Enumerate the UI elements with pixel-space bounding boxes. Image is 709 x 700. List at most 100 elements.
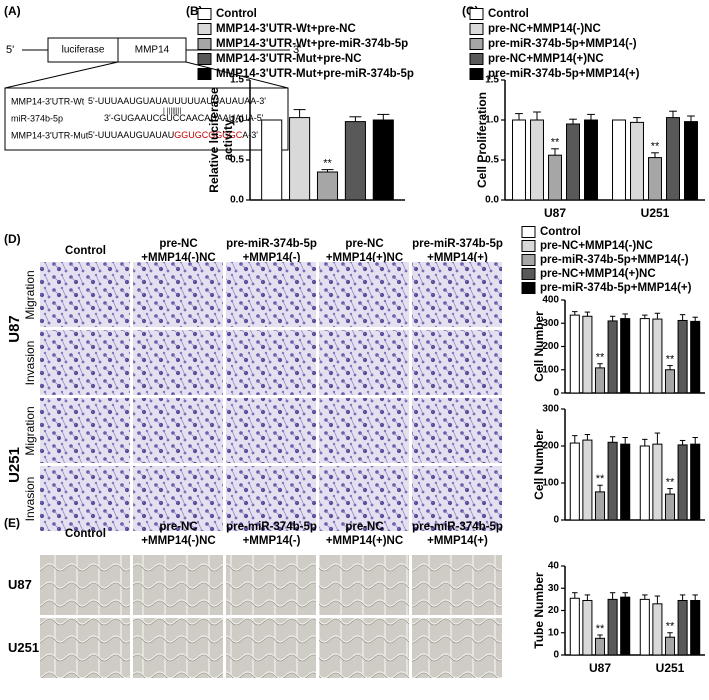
micrograph <box>319 618 409 678</box>
y-tick-label: 100 <box>542 478 559 489</box>
legend-swatch <box>521 240 536 252</box>
bar <box>530 119 544 201</box>
bar <box>652 603 663 656</box>
micrograph <box>133 466 223 531</box>
significance: ** <box>666 476 675 488</box>
legend-swatch <box>469 8 484 20</box>
legend-swatch <box>469 53 484 65</box>
y-tick-label: 300 <box>542 404 559 415</box>
column-header: +MMP14(+)NC <box>326 535 403 547</box>
x-tick-label: U87 <box>544 206 566 220</box>
micrograph <box>133 330 223 395</box>
bar <box>652 318 663 394</box>
bar <box>620 443 631 521</box>
bar <box>639 598 650 656</box>
sequence: 5'-UUUAAUGUAUAUUUUUAUUAUAUAA-3' <box>88 96 266 106</box>
y-tick-label: 30 <box>548 583 560 594</box>
bar <box>344 121 366 201</box>
y-tick-label: 1.5 <box>485 75 499 86</box>
bar <box>690 599 701 656</box>
sequence-box <box>4 87 289 151</box>
legend-swatch <box>197 8 212 20</box>
y-tick-label: 0.0 <box>485 195 499 206</box>
micrograph <box>40 398 130 463</box>
bar <box>607 320 618 394</box>
bar <box>582 315 593 394</box>
five-prime: 5' <box>6 44 14 56</box>
significance: ** <box>651 141 660 153</box>
bar <box>316 171 339 201</box>
y-tick-label: 10 <box>548 627 560 638</box>
micrograph <box>40 262 130 327</box>
significance: ** <box>596 473 605 485</box>
micrograph <box>133 262 223 327</box>
micrograph <box>319 262 409 327</box>
y-tick-label: 300 <box>542 318 559 329</box>
bar <box>569 314 580 394</box>
column-header: +MMP14(+) <box>427 535 488 547</box>
y-tick-label: 0 <box>553 388 559 399</box>
assay-label: Invasion <box>23 341 37 386</box>
assay-label: Migration <box>23 406 37 455</box>
legend-label: pre-NC+MMP14(-)NC <box>488 23 601 35</box>
significance: ** <box>596 623 605 635</box>
row-label: U87 <box>6 315 23 343</box>
column-header: pre-NC <box>159 238 197 250</box>
y-axis-label: Relative luciferase <box>207 87 221 193</box>
column-header: pre-NC <box>159 521 197 533</box>
bar <box>620 596 631 656</box>
legend-swatch <box>521 268 536 280</box>
legend-swatch <box>197 68 212 80</box>
micrograph <box>226 330 316 395</box>
significance: ** <box>596 352 605 364</box>
legend-label: MMP14-3'UTR-Mut+pre-miR-374b-5p <box>216 68 414 80</box>
micrograph <box>226 262 316 327</box>
y-tick-label: 20 <box>548 605 560 616</box>
legend-label: pre-NC+MMP14(+)NC <box>488 53 604 65</box>
y-tick-label: 0.5 <box>230 155 244 166</box>
assay-label: Invasion <box>23 477 37 522</box>
y-tick-label: 1.5 <box>230 75 244 86</box>
micrograph <box>319 466 409 531</box>
column-header: pre-miR-374b-5p <box>412 238 503 250</box>
legend-swatch <box>469 68 484 80</box>
legend-swatch <box>521 226 536 238</box>
micrograph <box>319 555 409 615</box>
legend-label: pre-NC+MMP14(+)NC <box>540 268 656 280</box>
legend-label: MMP14-3'UTR-Wt+pre-NC <box>216 23 356 35</box>
bar <box>648 157 662 201</box>
bar <box>664 636 676 656</box>
three-prime: 3' <box>293 44 301 56</box>
significance: ** <box>666 621 675 633</box>
column-header: +MMP14(-) <box>243 535 301 547</box>
bar <box>582 439 593 521</box>
pairing: | |||||||| <box>163 108 181 115</box>
column-header: +MMP14(+) <box>427 252 488 264</box>
bar <box>584 119 598 201</box>
y-axis-label: Cell Number <box>532 429 546 500</box>
column-header: pre-NC <box>345 238 383 250</box>
micrograph <box>412 330 502 395</box>
legend-label: Control <box>540 226 581 238</box>
bar <box>566 123 580 201</box>
bar <box>594 637 606 656</box>
y-tick-label: 1.0 <box>485 115 499 126</box>
micrograph <box>319 398 409 463</box>
bar <box>690 443 701 521</box>
bar <box>607 598 618 656</box>
bar <box>612 119 626 201</box>
y-axis-label: Tube Number <box>532 572 546 649</box>
row-label: U251 <box>6 447 23 483</box>
sequence-label: MMP14-3'UTR-Wt <box>11 96 85 106</box>
sequence-label: miR-374b-5p <box>11 113 63 123</box>
bar <box>582 599 593 656</box>
construct-diagram: 5' luciferase MMP14 3' MMP14-3'UTR-Wt 5'… <box>4 37 301 151</box>
column-header: +MMP14(+)NC <box>326 252 403 264</box>
micrograph <box>412 262 502 327</box>
bar <box>630 121 644 201</box>
micrograph <box>412 618 502 678</box>
y-tick-label: 200 <box>542 341 559 352</box>
mmp14-box <box>117 37 187 63</box>
micrograph <box>226 398 316 463</box>
